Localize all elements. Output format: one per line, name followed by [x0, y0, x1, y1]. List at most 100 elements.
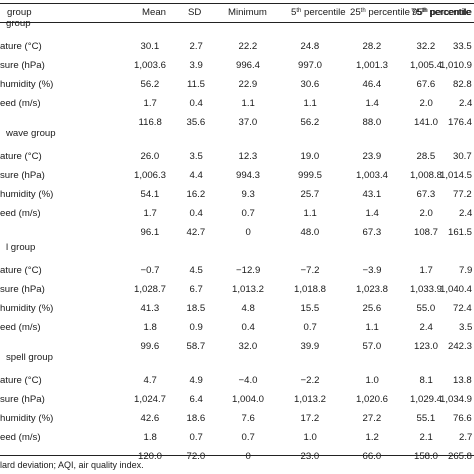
row-label: ature (°C): [0, 41, 42, 52]
table-row: eed (m/s) 1.7 0.4 1.1 1.1 1.4 2.0 2.4: [0, 98, 474, 110]
table-cell: 77.2: [453, 189, 472, 200]
table-cell: 33.5: [453, 41, 472, 52]
table-cell: 56.2: [140, 79, 160, 90]
table-cell: 2.7: [189, 41, 203, 52]
table-cell: 30.7: [453, 151, 472, 162]
table-row: eed (m/s) 1.7 0.4 0.7 1.1 1.4 2.0 2.4: [0, 208, 474, 220]
table-cell: 11.5: [187, 79, 205, 90]
table-cell: 88.0: [362, 117, 382, 128]
table-cell: 1,008.8: [410, 170, 443, 181]
row-label: humidity (%): [0, 189, 54, 200]
header-p95: 95th percentile: [412, 7, 472, 18]
table-cell: 4.5: [189, 265, 203, 276]
table-cell: 67.6: [416, 79, 436, 90]
table-row: ature (°C) −0.7 4.5 −12.9 −7.2 −3.9 1.7 7.9: [0, 265, 474, 277]
table-cell: 1.2: [365, 432, 379, 443]
table-cell: 2.1: [419, 432, 433, 443]
row-label: ature (°C): [0, 151, 42, 162]
table-cell: 22.9: [238, 79, 258, 90]
table-cell: 42.7: [186, 227, 206, 238]
table-cell: 997.0: [298, 60, 323, 71]
table-cell: 18.5: [186, 303, 206, 314]
table-cell: 13.8: [453, 375, 472, 386]
header-p5: 5th percentile: [291, 7, 346, 18]
table-cell: 1.1: [241, 98, 255, 109]
table-cell: 1.0: [365, 375, 379, 386]
table-cell: 0: [245, 227, 251, 238]
table-cell: 67.3: [362, 227, 382, 238]
table-cell: 76.6: [453, 413, 472, 424]
table-cell: −2.2: [300, 375, 320, 386]
table-cell: 158.0: [414, 451, 439, 462]
table-cell: 3.5: [189, 151, 203, 162]
table-cell: 55.0: [416, 303, 436, 314]
row-label: sure (hPa): [0, 60, 45, 71]
table-cell: 19.0: [300, 151, 320, 162]
table-cell: 1,010.9: [440, 60, 473, 71]
table-cell: 1,001.3: [356, 60, 389, 71]
table-cell: 54.1: [140, 189, 160, 200]
table-footnote: lard deviation; AQI, air quality index.: [0, 460, 144, 470]
table-cell: 996.4: [236, 60, 261, 71]
table-cell: 99.6: [140, 341, 160, 352]
table-cell: 42.6: [140, 413, 160, 424]
table-cell: 66.0: [362, 451, 382, 462]
table-cell: 72.0: [186, 451, 206, 462]
table-cell: 28.5: [416, 151, 436, 162]
row-label: sure (hPa): [0, 284, 45, 295]
table-cell: 1,020.6: [356, 394, 389, 405]
table-cell: 3.9: [189, 60, 203, 71]
table-cell: 2.4: [459, 208, 473, 219]
table-cell: 28.2: [362, 41, 382, 52]
table-cell: 1.1: [303, 98, 317, 109]
table-cell: 35.6: [186, 117, 206, 128]
table-row: sure (hPa) 1,024.7 6.4 1,004.0 1,013.2 1,020.…: [0, 394, 474, 406]
table-row: humidity (%) 41.3 18.5 4.8 15.5 25.6 55.0 72.4: [0, 303, 474, 315]
table-row: 99.6 58.7 32.0 39.9 57.0 123.0 242.3: [0, 341, 474, 353]
table-cell: 26.0: [140, 151, 160, 162]
table-cell: 15.5: [300, 303, 320, 314]
table-cell: 1.0: [303, 432, 317, 443]
header-mean: Mean: [142, 7, 166, 18]
header-p75: 75th percentile: [411, 7, 471, 18]
row-label: eed (m/s): [0, 98, 41, 109]
table-cell: 2.7: [459, 432, 473, 443]
table-cell: 1,033.9: [410, 284, 443, 295]
table-cell: 2.4: [419, 322, 433, 333]
table-cell: 7.9: [459, 265, 473, 276]
table-cell: 58.7: [186, 341, 206, 352]
header-sd: SD: [188, 7, 202, 18]
table-row: 120.0 72.0 0 23.0 66.0 158.0 265.8: [0, 451, 474, 463]
table-cell: 999.5: [298, 170, 323, 181]
table-cell: 25.7: [300, 189, 320, 200]
table-cell: 57.0: [362, 341, 382, 352]
table-cell: 18.6: [186, 413, 206, 424]
table-cell: 82.8: [453, 79, 472, 90]
table-cell: 1,006.3: [134, 170, 167, 181]
table-cell: 8.1: [419, 375, 433, 386]
table-cell: 1,034.9: [440, 394, 473, 405]
group-title: spell group: [6, 352, 53, 363]
table-cell: 161.5: [448, 227, 473, 238]
table-cell: 2.0: [419, 98, 433, 109]
table-cell: 1.4: [365, 98, 379, 109]
table-cell: 1.7: [143, 98, 157, 109]
table-cell: 56.2: [300, 117, 320, 128]
table-row: humidity (%) 54.1 16.2 9.3 25.7 43.1 67.3 77.2: [0, 189, 474, 201]
table-cell: 265.8: [448, 451, 473, 462]
header-p25: 25th percentile: [350, 7, 410, 18]
table-cell: −3.9: [362, 265, 382, 276]
table-cell: 0.9: [189, 322, 203, 333]
table-bottom-rule: [0, 455, 474, 456]
row-label: humidity (%): [0, 413, 54, 424]
group-title: wave group: [6, 128, 56, 139]
table-cell: 72.4: [453, 303, 472, 314]
table-cell: 1.7: [419, 265, 433, 276]
table-cell: 6.4: [189, 394, 203, 405]
table-row: humidity (%) 42.6 18.6 7.6 17.2 27.2 55.1 76.6: [0, 413, 474, 425]
table-cell: 1.4: [365, 208, 379, 219]
table-cell: 7.6: [241, 413, 255, 424]
group-title: group: [6, 18, 31, 29]
table-cell: 3.5: [459, 322, 473, 333]
table-cell: 1.8: [143, 322, 157, 333]
